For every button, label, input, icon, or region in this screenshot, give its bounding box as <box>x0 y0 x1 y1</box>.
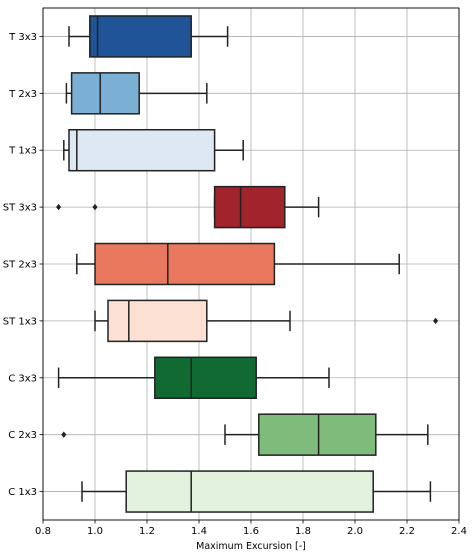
x-tick-label: 1.6 <box>243 526 259 537</box>
box-t-2x3 <box>65 72 208 115</box>
box-c-2x3 <box>61 413 429 456</box>
boxes <box>56 15 439 513</box>
y-tick-label: ST 3x3 <box>3 203 37 214</box>
box-st-3x3 <box>56 185 320 229</box>
x-tick-label: 1.4 <box>191 526 207 537</box>
box-iqr <box>213 185 286 229</box>
x-tick-label: 2.0 <box>347 526 363 537</box>
y-tick-label: T 2x3 <box>8 89 37 100</box>
box-iqr <box>94 242 276 286</box>
outlier-point <box>56 203 62 211</box>
box-t-1x3 <box>63 128 244 172</box>
outlier-point <box>92 203 98 211</box>
x-tick-label: 1.8 <box>295 526 311 537</box>
x-tick-label: 2.2 <box>399 526 415 537</box>
box-iqr <box>107 299 208 343</box>
box-st-1x3 <box>94 299 439 343</box>
x-axis-ticks: 0.8 1.0 1.2 1.4 1.6 1.8 2.0 2.2 2.4 <box>35 520 467 537</box>
x-tick-label: 1.0 <box>87 526 103 537</box>
y-tick-label: C 1x3 <box>8 487 37 498</box>
y-tick-label: ST 2x3 <box>3 260 37 271</box>
outlier-point <box>433 317 439 325</box>
y-tick-label: T 1x3 <box>8 146 37 157</box>
x-tick-label: 1.2 <box>139 526 155 537</box>
x-tick-label: 0.8 <box>35 526 51 537</box>
box-iqr <box>258 413 377 456</box>
box-st-2x3 <box>76 242 400 286</box>
y-axis-ticks: T 3x3 T 2x3 T 1x3 ST 3x3 ST 2x3 ST 1x3 C 3x3 C … <box>3 32 43 498</box>
x-axis-label: Maximum Excursion [-] <box>196 541 306 552</box>
y-tick-label: C 3x3 <box>8 373 37 384</box>
y-tick-label: ST 1x3 <box>3 316 37 327</box>
box-iqr <box>68 128 216 172</box>
box-c-3x3 <box>57 356 330 400</box>
x-tick-label: 2.4 <box>451 526 467 537</box>
box-iqr <box>70 72 140 115</box>
y-tick-label: C 2x3 <box>8 430 37 441</box>
box-iqr <box>125 470 374 513</box>
box-c-1x3 <box>81 470 432 513</box>
box-iqr <box>154 356 257 400</box>
box-t-3x3 <box>68 15 229 58</box>
outlier-point <box>61 431 67 438</box>
y-tick-label: T 3x3 <box>8 32 37 43</box>
box-iqr <box>89 15 192 58</box>
